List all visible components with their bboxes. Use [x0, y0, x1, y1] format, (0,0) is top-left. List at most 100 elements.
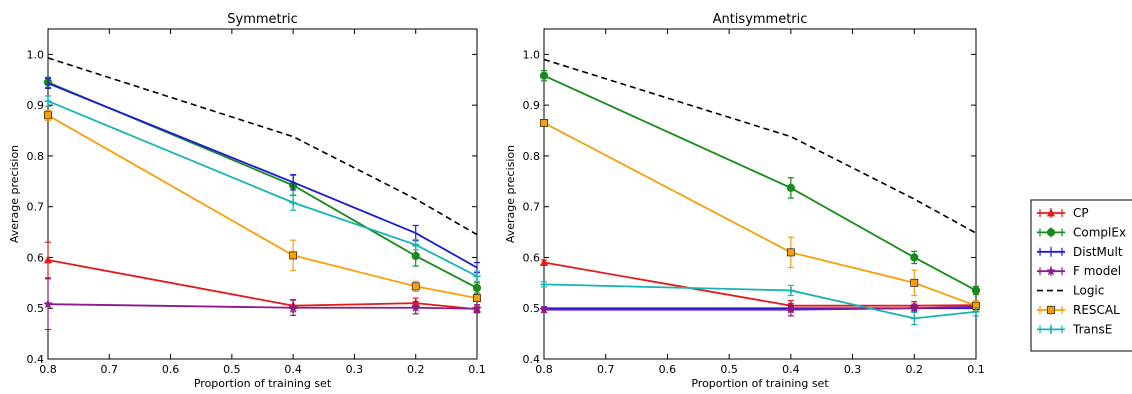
- panel1-series-complex-point-3: [971, 286, 981, 295]
- panel0-series-transe-point-2: [412, 241, 420, 249]
- panel0-series-transe-line: [47, 100, 478, 278]
- legend-item-rescal-label: RESCAL: [1073, 303, 1120, 317]
- legend-item-cp-swatch-marker: [1046, 208, 1056, 217]
- legend-item-logic-label: Logic: [1073, 284, 1104, 298]
- panel0-series-distmult-errorbar-1: [290, 174, 297, 191]
- panel-antisymmetric: 0.8 0.7 0.6 0.5 0.4 0.3 0.2 0.1 0.4 0.5 0.6 0.7 0.8 0…: [504, 12, 985, 390]
- panel0-x-axis-label: Proportion of training set: [194, 377, 332, 390]
- panel0-x-tick-label-1: 0.7: [101, 363, 119, 376]
- panel0-series-f-model-point-1: [288, 302, 298, 312]
- panel1-x-tick-label-1: 0.7: [597, 363, 615, 376]
- panel0-series-f-model-point-2: [410, 302, 421, 312]
- panel1-series-f-model-point-2: [909, 303, 920, 313]
- panel0-series-f-model-line: [47, 303, 478, 310]
- panel0-x-tick-label-6: 0.2: [407, 363, 425, 376]
- panel1-series-rescal-point-1: [786, 248, 795, 257]
- panel0-x-tick-label-2: 0.6: [162, 363, 180, 376]
- panel0-series-transe-point-1: [289, 199, 297, 207]
- legend-item-cp: CP: [1037, 206, 1089, 220]
- panel0-series-rescal-point-2: [411, 282, 420, 291]
- panel0-x-tick-label-3: 0.5: [223, 363, 241, 376]
- panel0-y-tick-label-6: 1.0: [27, 48, 45, 61]
- legend-item-transe-swatch-marker: [1047, 325, 1055, 333]
- panel1-x-tick-label-5: 0.3: [844, 363, 862, 376]
- panel0-y-tick-label-5: 0.9: [27, 99, 45, 112]
- panel1-y-tick-label-1: 0.5: [523, 302, 541, 315]
- panel1-series-complex-point-2: [910, 253, 919, 262]
- legend-item-f-model: F model: [1037, 264, 1121, 278]
- panel0-series-distmult-errorbar-0: [45, 77, 51, 90]
- panel1-series-rescal-point-0: [540, 119, 548, 127]
- panel1-series-cp-point-0: [539, 257, 549, 266]
- panel0-y-tick-label-2: 0.6: [27, 251, 45, 264]
- panel1-y-tick-label-5: 0.9: [523, 99, 541, 112]
- panel1-series-transe: [540, 280, 980, 326]
- panel0-y-tick-label-3: 0.7: [27, 201, 45, 214]
- panel0-x-tick-label-0: 0.8: [39, 363, 57, 376]
- panel1-series-transe-point-3: [972, 308, 980, 316]
- panel-symmetric: 0.8 0.7 0.6 0.5 0.4 0.3 0.2 0.1 0.4 0.5 0.6 0.7 0.8 0…: [8, 12, 486, 390]
- panel1-x-tick-label-2: 0.6: [659, 363, 677, 376]
- panel0-series-transe: [44, 95, 481, 282]
- panel0-series-complex-point-3: [472, 283, 482, 293]
- panel1-y-tick-label-4: 0.8: [523, 150, 541, 163]
- panel0-series-rescal-point-3: [473, 294, 481, 302]
- legend-item-rescal: RESCAL: [1037, 303, 1120, 317]
- panel0-y-axis-label: Average precision: [8, 145, 21, 243]
- panel1-series-logic: [543, 58, 977, 234]
- legend-frame: [1030, 199, 1132, 352]
- panel0-series-distmult: [45, 77, 480, 274]
- legend-item-f-model-swatch-marker: [1046, 266, 1056, 276]
- panel0-series-f-model-point-0: [43, 299, 53, 309]
- panel0-series-rescal-point-1: [289, 251, 298, 260]
- legend-item-complex-label: ComplEx: [1073, 225, 1126, 239]
- panel0-series-logic-line: [47, 57, 478, 236]
- panel1-x-axis-label: Proportion of training set: [691, 377, 829, 390]
- panel1-series-complex-line: [543, 74, 977, 292]
- panel1-y-tick-label-6: 1.0: [523, 48, 541, 61]
- panel1-series-f-model-line: [544, 305, 977, 311]
- panel0-y-tick-label-0: 0.4: [27, 353, 45, 366]
- panel0-series-transe-point-3: [473, 272, 481, 280]
- panel1-y-axis-label: Average precision: [504, 145, 517, 243]
- legend-item-logic: Logic: [1037, 284, 1104, 298]
- panel0-series-cp-line: [47, 259, 478, 311]
- legend-item-transe-label: TransE: [1072, 322, 1112, 336]
- panel0-plot-frame: [47, 28, 478, 360]
- panel1-y-tick-label-3: 0.7: [523, 201, 541, 214]
- panel1-x-tick-label-4: 0.4: [782, 363, 800, 376]
- panel1-series-complex-point-0: [539, 71, 549, 80]
- panel1-series-f-model-point-1: [786, 304, 796, 314]
- panel0-x-tick-label-7: 0.1: [468, 363, 486, 376]
- panel1-x-tick-label-6: 0.2: [906, 363, 924, 376]
- panel1-x-tick-label-0: 0.8: [535, 363, 553, 376]
- panel0-chart-title: Symmetric: [227, 12, 297, 27]
- panel1-series-logic-line: [543, 58, 977, 234]
- panel1-series-f-model-point-0: [539, 304, 549, 314]
- panel1-series-rescal: [540, 119, 980, 312]
- panel0-series-distmult-line: [47, 82, 478, 269]
- panel1-series-transe-point-1: [787, 286, 795, 295]
- panel1-chart-title: Antisymmetric: [713, 12, 808, 27]
- legend-item-cp-label: CP: [1073, 206, 1089, 220]
- panel0-series-f-model: [43, 278, 482, 331]
- panel1-series-rescal-point-2: [910, 278, 919, 287]
- legend-item-distmult-label: DistMult: [1073, 245, 1123, 259]
- panel1-y-tick-label-2: 0.6: [523, 251, 541, 264]
- legend: CP ComplEx DistMult F model Logic RESCAL Trans…: [1030, 199, 1132, 352]
- panel0-series-rescal-point-0: [44, 111, 52, 120]
- panel1-series-transe-line: [543, 283, 977, 320]
- panel1-series-complex-point-1: [786, 183, 795, 193]
- panel0-series-logic: [47, 57, 478, 236]
- panel1-series-complex: [539, 70, 981, 296]
- panel0-series-complex-line: [47, 81, 478, 289]
- legend-item-transe: TransE: [1037, 322, 1112, 336]
- legend-item-rescal-swatch-marker: [1047, 306, 1055, 314]
- panel1-series-transe-point-2: [910, 314, 918, 322]
- legend-item-f-model-label: F model: [1073, 264, 1121, 278]
- panel0-series-complex-point-2: [411, 251, 420, 261]
- panel0-y-tick-label-1: 0.5: [27, 302, 45, 315]
- panel0-y-tick-label-4: 0.8: [27, 150, 45, 163]
